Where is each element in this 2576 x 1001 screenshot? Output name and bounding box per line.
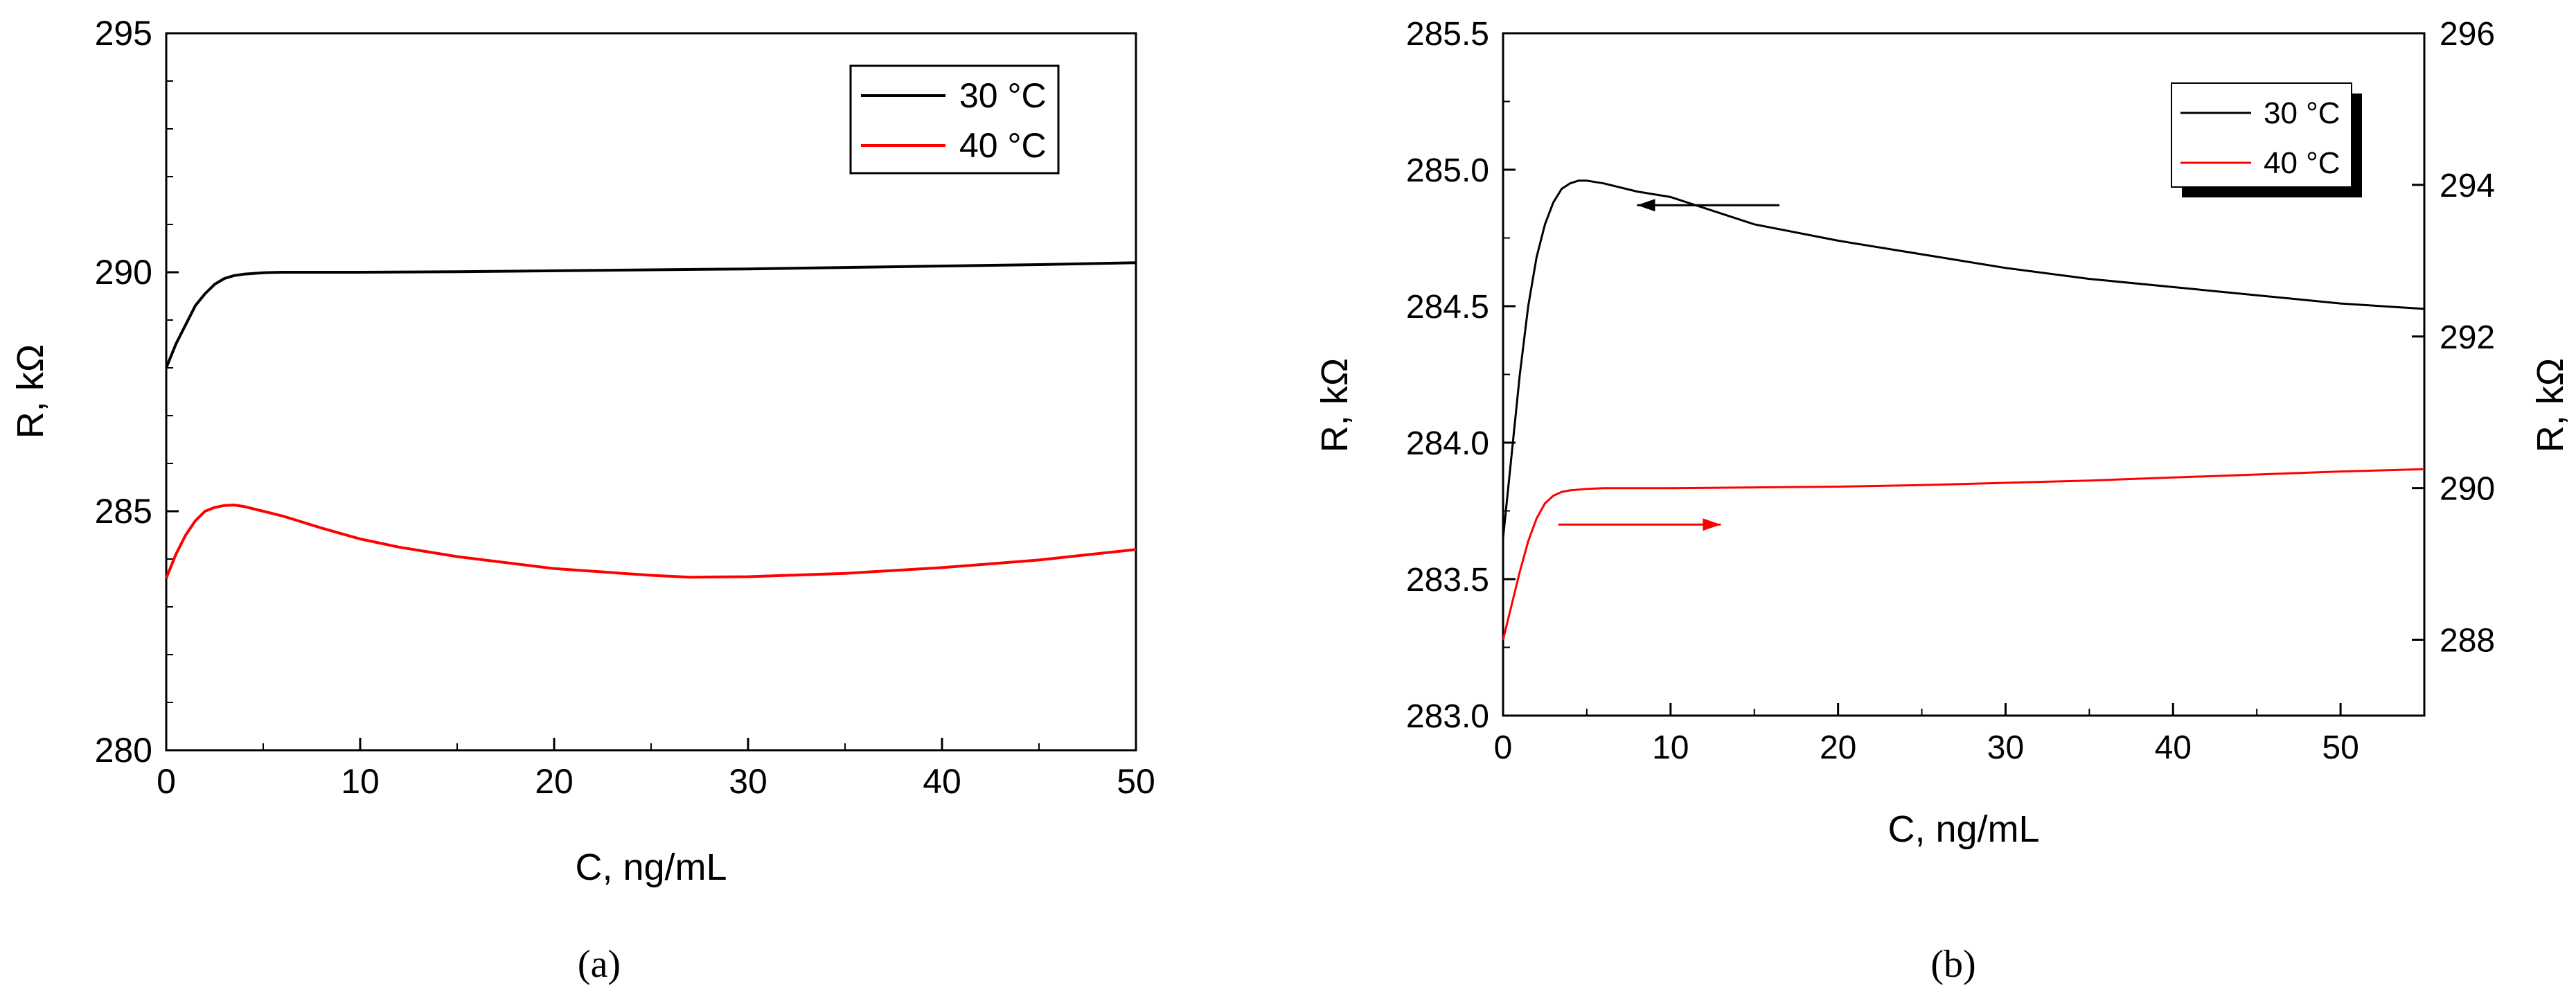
x-tick-label-b: 30 — [1987, 729, 2024, 766]
x-tick-label-b: 40 — [2155, 729, 2192, 766]
arrow-left-head — [1637, 199, 1655, 212]
x-tick-label-b: 10 — [1652, 729, 1689, 766]
chart-panel-b: 0 10 20 30 40 50 283.0 283.5 284.0 284.5 285.0 285.… — [1314, 16, 2571, 986]
y-tick-label-b: 285.0 — [1406, 152, 1489, 189]
axis-ticks-b: 0 10 20 30 40 50 283.0 283.5 284.0 284.5 285.0 285.… — [1406, 16, 2495, 766]
y2-tick-label: 290 — [2440, 471, 2495, 508]
x-axis-label-a: C, ng/mL — [575, 847, 727, 888]
y2-tick-label: 294 — [2440, 168, 2495, 204]
y2-tick-label: 292 — [2440, 319, 2495, 356]
legend-box-a — [849, 64, 1060, 175]
x-tick-label-a: 10 — [341, 762, 380, 801]
x-tick-label-a: 30 — [729, 762, 767, 801]
y-tick-label-a: 290 — [95, 253, 152, 292]
x-tick-label-b: 0 — [1494, 729, 1513, 766]
x-tick-label-a: 40 — [923, 762, 961, 801]
y-tick-label-a: 295 — [95, 14, 152, 53]
legend-label-30c-b: 30 °C — [2264, 96, 2340, 130]
legend-label-40c-b: 40 °C — [2264, 146, 2340, 180]
x-tick-label-a: 20 — [535, 762, 574, 801]
series-line-30c-a — [165, 261, 1137, 369]
series-line-40c-b — [1502, 468, 2425, 640]
legend-a: 30 °C 40 °C — [849, 64, 1060, 175]
legend-box-b — [2171, 82, 2352, 188]
series-line-30c-b — [1502, 179, 2425, 539]
axis-indicator-arrows-b — [1558, 199, 1779, 531]
arrow-right-head — [1703, 518, 1721, 531]
y-tick-label-b: 284.0 — [1406, 425, 1489, 462]
x-tick-label-b: 20 — [1820, 729, 1856, 766]
y-tick-label-b: 285.5 — [1406, 16, 1489, 53]
y-tick-label-b: 283.5 — [1406, 562, 1489, 599]
x-axis-label-b: C, ng/mL — [1887, 808, 2039, 850]
panel-caption-a: (a) — [578, 943, 621, 986]
y-axis-label-right-b: R, kΩ — [2530, 358, 2571, 452]
y2-tick-label: 296 — [2440, 16, 2495, 53]
y-tick-label-b: 284.5 — [1406, 289, 1489, 326]
chart-panel-a: 0 10 20 30 40 50 280 285 290 295 C, ng/mL R, kΩ 3… — [10, 14, 1155, 986]
series-group-a — [165, 261, 1137, 579]
legend-label-40c-a: 40 °C — [959, 126, 1047, 165]
y-tick-label-b: 283.0 — [1406, 698, 1489, 735]
x-tick-label-b: 50 — [2322, 729, 2359, 766]
y-axis-label-a: R, kΩ — [10, 344, 51, 439]
axis-ticks-a: 0 10 20 30 40 50 280 285 290 295 — [95, 14, 1155, 801]
y-tick-label-a: 280 — [95, 731, 152, 770]
x-tick-label-a: 0 — [157, 762, 176, 801]
series-group-b — [1502, 179, 2425, 640]
y-axis-label-left-b: R, kΩ — [1314, 358, 1356, 452]
series-line-40c-a — [165, 504, 1137, 579]
y-tick-label-a: 285 — [95, 492, 152, 531]
y2-tick-label: 288 — [2440, 623, 2495, 659]
legend-b: 30 °C 40 °C — [2171, 82, 2362, 197]
panel-caption-b: (b) — [1930, 943, 1975, 986]
x-tick-label-a: 50 — [1117, 762, 1155, 801]
legend-label-30c-a: 30 °C — [959, 76, 1047, 115]
